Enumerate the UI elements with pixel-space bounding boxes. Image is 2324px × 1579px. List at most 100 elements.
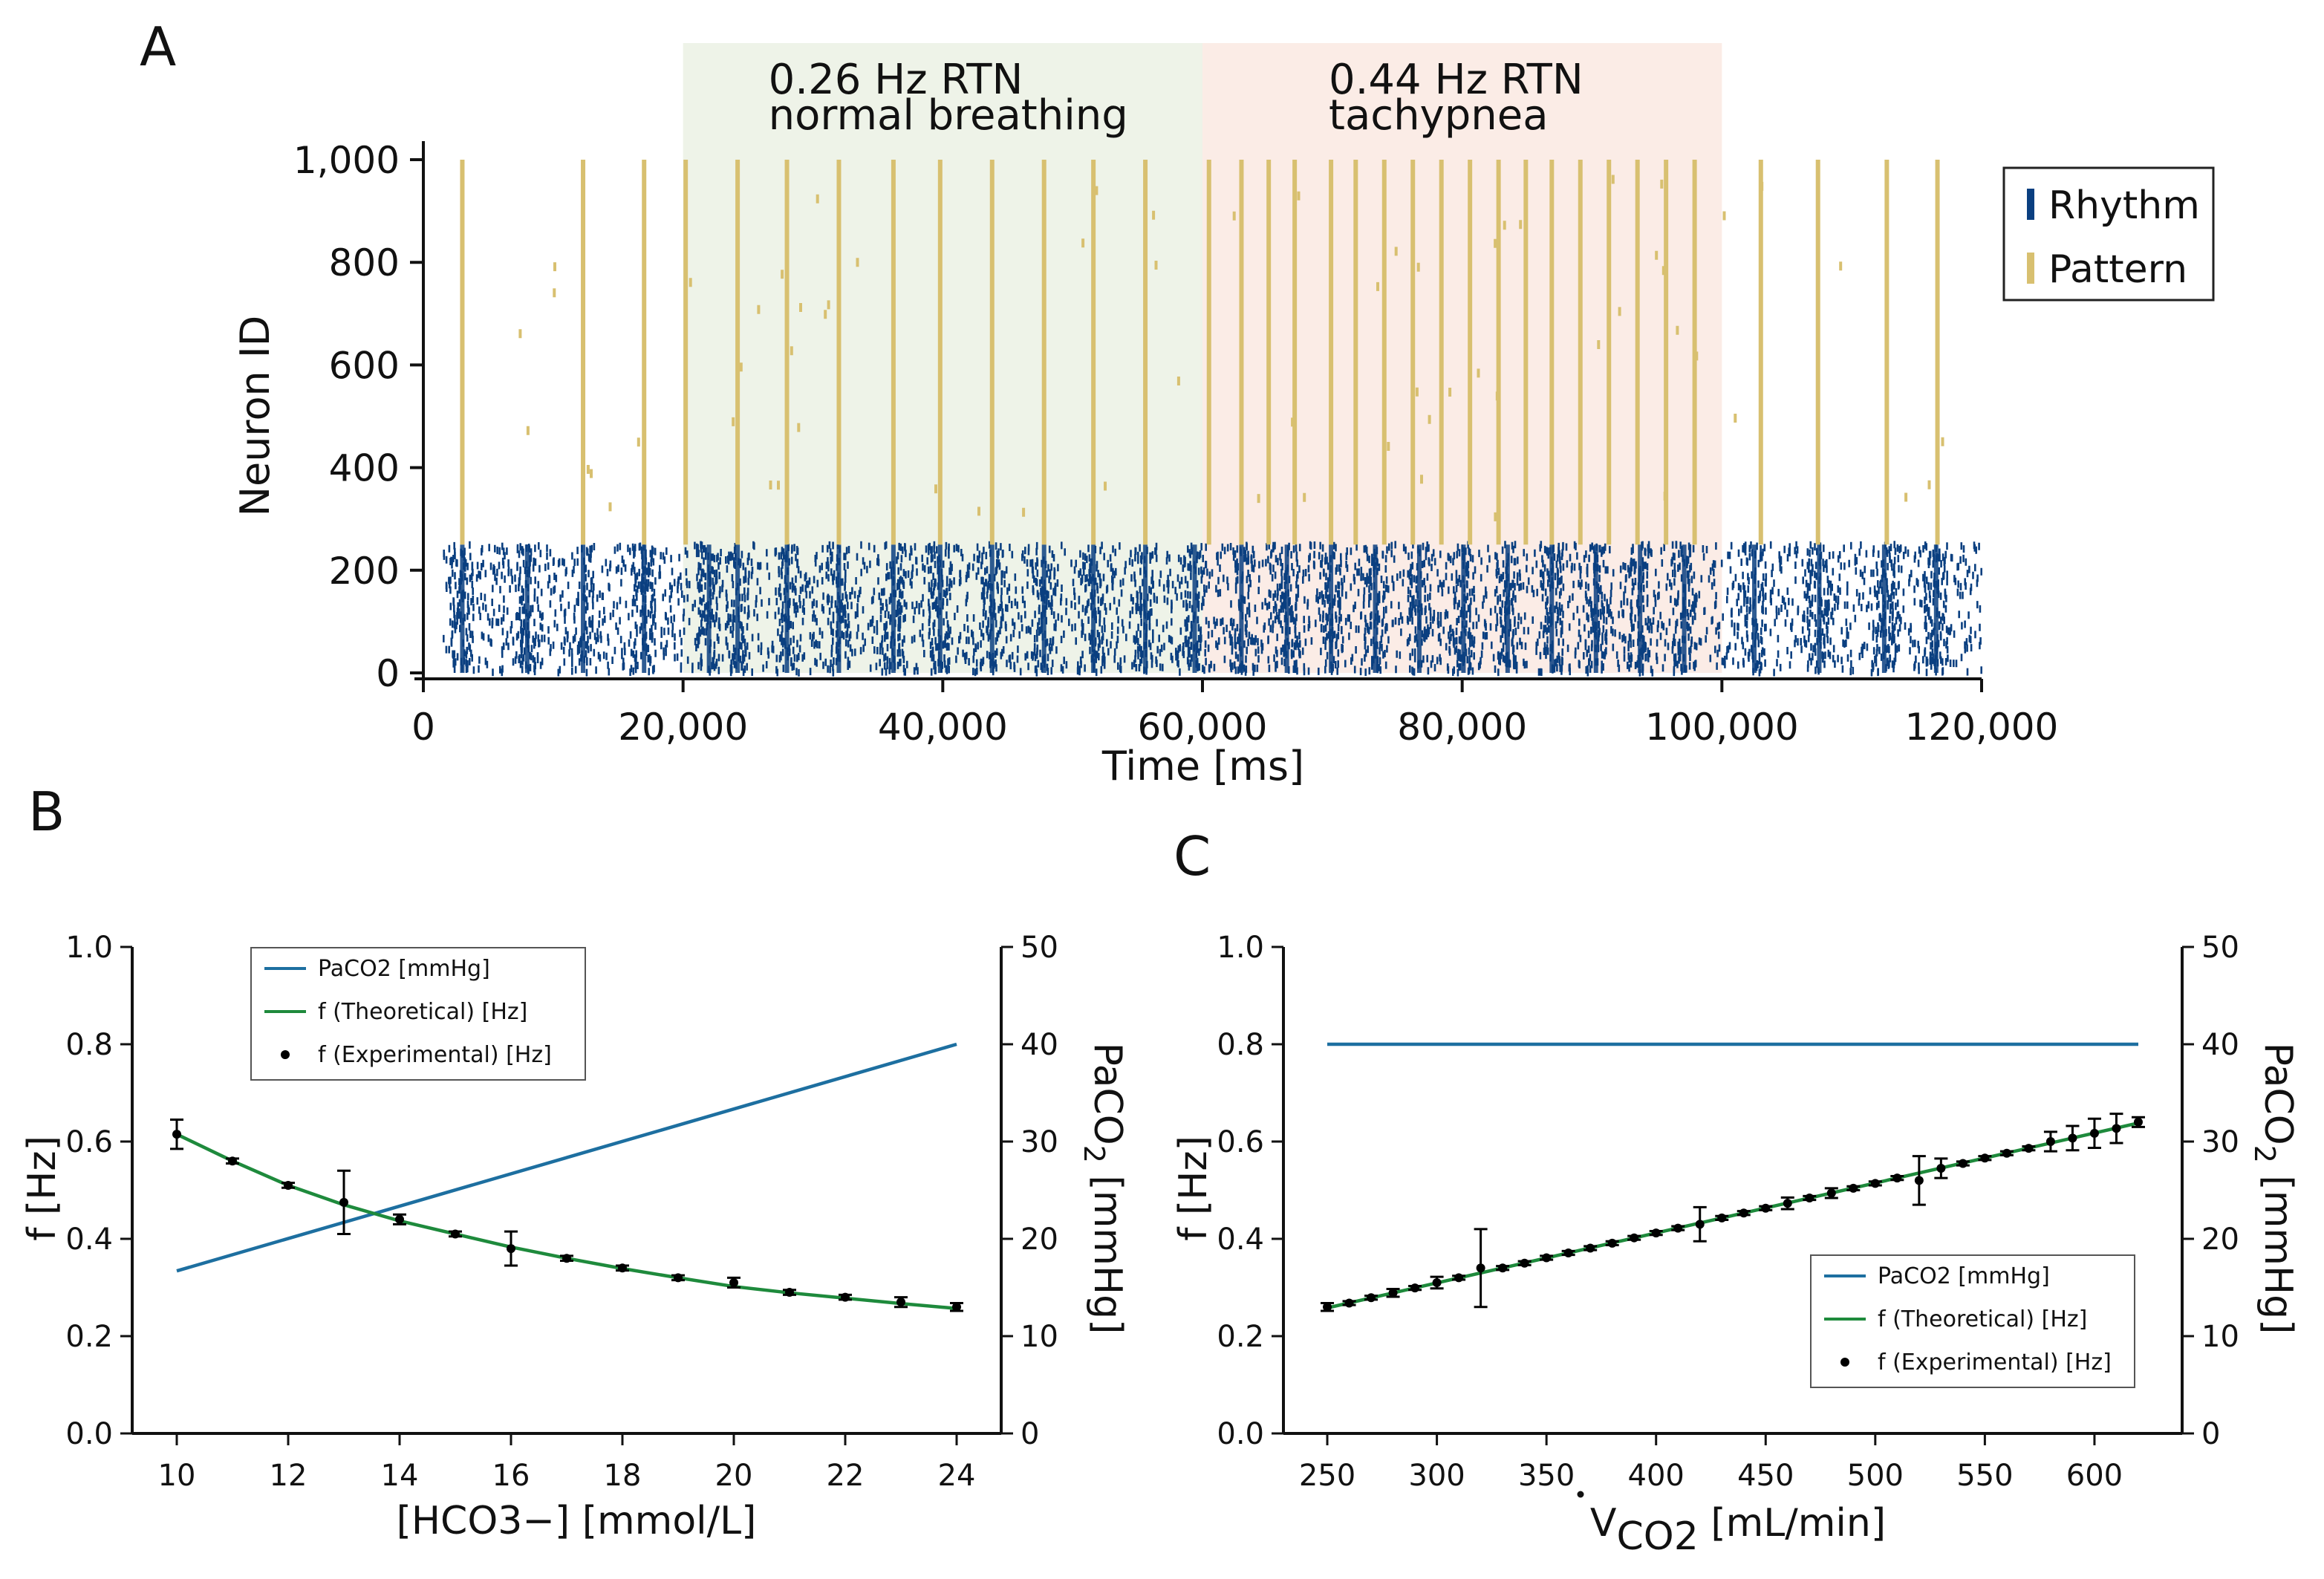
x-label-units: [mL/min] [1699,1501,1886,1546]
pattern-burst-11 [1091,160,1096,545]
pattern-burst-25 [1549,160,1555,545]
x-tick-label: 100,000 [1645,706,1799,749]
pattern-burst-1 [581,160,586,545]
hco3-series [170,1042,963,1312]
rhythm-burst-16 [1284,544,1289,673]
pattern-burst-8 [937,160,943,545]
pattern-burst-20 [1410,160,1416,545]
y-tick-label: 0.6 [65,1125,113,1159]
legend-box [2002,166,2215,302]
pattern-burst-7 [891,160,896,545]
rhythm-burst-0 [460,544,465,673]
y2-tick-label: 0 [1021,1417,1039,1451]
experimental-point [896,1298,905,1307]
pattern-burst-0 [460,160,465,545]
pattern-burst-23 [1496,160,1501,545]
x-label-sub: CO2 [1616,1514,1698,1559]
pattern-burst-21 [1439,160,1444,545]
experimental-point [1783,1199,1792,1208]
region-label-normal-name: normal breathing [769,91,1128,140]
raster-legend: Rhythm Pattern [2002,166,2215,302]
experimental-point [1805,1193,1814,1202]
region-label-tachy-name: tachypnea [1329,91,1549,140]
y2-tick-label: 20 [1021,1222,1058,1257]
rhythm-burst-9 [937,544,943,673]
y-tick-label: 800 [329,241,400,284]
legend-dot-experimental [281,1050,290,1059]
experimental-point [1454,1273,1464,1283]
vco2-frequency-chart: 250 300 350 400 450 500 550 6000.00.20.40.60.81… [1171,931,2300,1559]
y-tick-label: 0.2 [65,1320,113,1354]
pattern-burst-28 [1635,160,1640,545]
y-tick-label: 0.4 [65,1222,113,1257]
normal-breathing-region [683,43,1202,673]
pattern-burst-16 [1292,160,1298,545]
experimental-point [1826,1188,1836,1198]
rhythm-burst-4 [706,544,712,673]
y-axis-label: Neuron ID [232,316,279,517]
y2-label-main: PaCO [1085,1043,1130,1145]
experimental-point [1607,1238,1617,1248]
y-tick-label: 0.8 [65,1028,113,1062]
pattern-burst-31 [1758,160,1763,545]
experimental-point [1367,1293,1376,1303]
legend-label-rhythm: Rhythm [2048,183,2200,228]
experimental-point [841,1292,850,1302]
x-tick-label: 16 [492,1459,530,1493]
rhythm-spike-field [443,541,1982,677]
experimental-point [172,1130,181,1139]
rhythm-burst-11 [1041,544,1047,673]
vco2-axes: 250 300 350 400 450 500 550 6000.00.20.40.60.81… [1217,931,2239,1493]
rhythm-burst-3 [642,544,647,673]
x-tick-label: 120,000 [1905,706,2059,749]
pattern-burst-3 [683,160,689,545]
rhythm-burst-21 [1505,544,1510,673]
rhythm-burst-18 [1373,544,1378,673]
x-tick-label: 40,000 [878,706,1008,749]
region-label-normal-rate: 0.26 Hz RTN [769,56,1023,104]
experimental-point [729,1277,738,1287]
y-tick-label: 0.4 [1217,1222,1264,1257]
pattern-burst-2 [642,160,647,545]
legend-label-theoretical: f (Theoretical) [Hz] [1878,1306,2087,1332]
y2-axis-label: PaCO2 [mmHg] [1078,1043,1130,1335]
experimental-point [1980,1153,1990,1163]
y2-tick-label: 10 [2201,1320,2239,1354]
region-labels: 0.26 Hz RTN normal breathing 0.44 Hz RTN… [769,56,1583,140]
pattern-burst-26 [1578,160,1583,545]
experimental-point [1498,1263,1508,1273]
y2-tick-label: 40 [2201,1028,2239,1062]
experimental-point [2045,1137,2055,1146]
rhythm-burst-26 [1752,544,1757,673]
y-tick-label: 0.0 [65,1417,113,1451]
rhythm-burst-23 [1593,544,1598,673]
rhythm-burst-8 [891,544,896,673]
experimental-point [1410,1283,1420,1293]
y2-tick-label: 40 [1021,1028,1058,1062]
rhythm-burst-19 [1416,544,1422,673]
x-tick-label: 500 [1847,1459,1904,1493]
vco2-series [1321,1042,2145,1312]
legend-label-paco2: PaCO2 [mmHg] [1878,1263,2050,1289]
x-label-main: V [1590,1501,1617,1546]
y-tick-label: 0.0 [1217,1417,1264,1451]
x-tick-label: 600 [2066,1459,2123,1493]
experimental-point [1739,1208,1748,1218]
experimental-point [1520,1258,1529,1268]
region-label-tachy-rate: 0.44 Hz RTN [1329,56,1583,104]
x-axis-label: Time [ms] [1101,743,1304,790]
x-tick-label: 350 [1518,1459,1575,1493]
x-tick-label: 20 [715,1459,753,1493]
experimental-point [1936,1164,1946,1173]
rhythm-burst-20 [1461,544,1466,673]
pattern-burst-4 [735,160,741,545]
experimental-point [1870,1179,1880,1188]
rhythm-burst-13 [1143,544,1148,673]
y2-tick-label: 30 [2201,1125,2239,1159]
experimental-point [228,1156,237,1166]
experimental-point [1958,1159,1967,1168]
raster-plot: 0.26 Hz RTN normal breathing 0.44 Hz RTN… [232,43,2215,790]
pattern-burst-32 [1815,160,1820,545]
pattern-burst-29 [1664,160,1669,545]
vco2-legend: PaCO2 [mmHg] f (Theoretical) [Hz] f (Exp… [1810,1254,2135,1388]
